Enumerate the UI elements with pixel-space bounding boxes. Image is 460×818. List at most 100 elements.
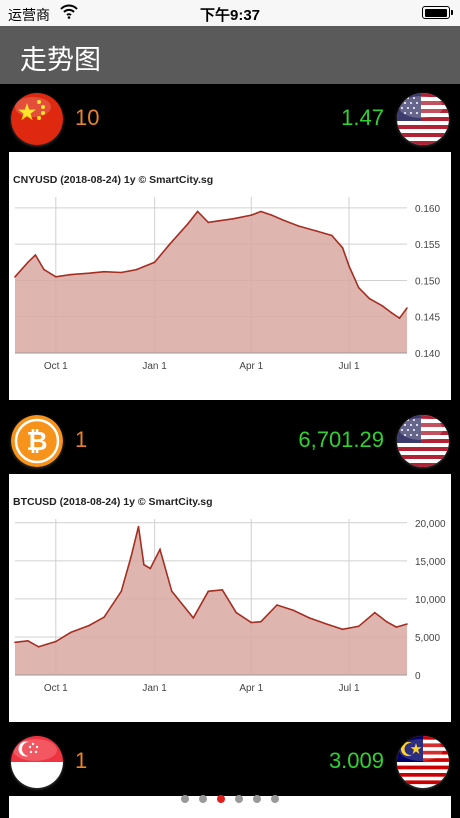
y-tick-label: 0.150 [415,276,440,287]
chart-title: CNYUSD (2018-08-24) 1y © SmartCity.sg [13,174,213,186]
data-point [232,217,234,220]
page-dot[interactable] [271,795,279,803]
wifi-icon [60,3,78,22]
exchange-rate-chart: BTCUSD (2018-08-24) 1y © SmartCity.sg 20,… [9,474,451,722]
page-dot[interactable] [235,795,243,803]
y-tick-label: 20,000 [415,519,446,530]
currency-pair-row[interactable]: ₿ 1 6,701.29 [0,408,460,474]
data-point [250,214,253,216]
data-point [398,317,401,319]
data-point [406,623,408,625]
data-point [103,270,105,273]
chart-svg: BTCUSD (2018-08-24) 1y © SmartCity.sg 20,… [13,496,446,694]
series-line [14,526,408,648]
page-dot[interactable] [253,795,261,803]
y-tick-label: 15,000 [415,557,446,568]
y-tick-label: 0.155 [415,240,440,251]
page-indicator[interactable] [0,790,460,803]
x-tick-label: Jul 1 [338,683,360,694]
data-point [187,223,189,225]
page-dot[interactable] [181,795,189,803]
converted-amount: 6,701.29 [298,427,384,452]
data-point [14,276,16,278]
data-point [235,611,238,614]
usa-flag-icon[interactable] [397,93,449,145]
data-point [341,246,344,249]
y-tick-label: 10,000 [415,595,446,606]
y-tick-label: 0.140 [415,349,440,360]
x-tick-label: Apr 1 [239,361,263,372]
data-point [70,273,72,276]
x-tick-label: Oct 1 [44,683,68,694]
data-point [391,312,393,314]
x-tick-label: Jul 1 [338,361,360,372]
malaysia-flag-icon[interactable] [397,736,449,788]
singapore-flag-icon[interactable] [11,736,63,788]
currency-pair-row[interactable]: 1 3.009 [0,729,460,795]
data-point [315,230,318,232]
page-dot[interactable] [199,795,207,803]
chart-title: BTCUSD (2018-08-24) 1y © SmartCity.sg [13,496,213,508]
x-tick-label: Jan 1 [142,361,167,372]
data-point [221,588,224,591]
data-point [34,254,37,256]
usa-flag-icon[interactable] [397,415,449,467]
x-tick-label: Oct 1 [44,361,68,372]
data-point [282,219,285,222]
data-point [135,268,138,271]
page-dot[interactable] [217,795,225,803]
currency-pair-row[interactable]: 10 1.47 [0,86,460,152]
data-point [292,609,294,612]
data-point [120,590,123,593]
base-amount[interactable]: 1 [75,427,88,452]
converted-amount: 1.47 [341,105,384,130]
data-point [385,620,388,623]
y-tick-label: 0 [415,671,421,682]
exchange-rate-chart [9,796,451,818]
data-point [192,617,195,619]
page-title: 走势图 [20,45,101,76]
data-point [341,628,344,631]
data-point [153,261,156,264]
battery-icon [422,6,453,19]
base-amount[interactable]: 1 [75,748,88,773]
data-point [357,625,360,628]
x-tick-label: Apr 1 [239,683,263,694]
data-point [250,621,253,624]
exchange-rate-chart: CNYUSD (2018-08-24) 1y © SmartCity.sg 0.1… [9,152,451,400]
data-point [168,243,171,245]
data-point [103,616,105,618]
data-point [325,623,328,625]
base-amount[interactable]: 10 [75,105,100,130]
bitcoin-icon[interactable]: ₿ [11,415,63,467]
data-point [171,590,173,593]
data-point [149,567,152,570]
data-point [207,221,210,224]
data-point [217,220,219,222]
data-point [143,563,145,566]
series-area [15,211,407,353]
data-point [348,265,350,267]
data-point [137,525,140,528]
data-point [14,641,16,644]
data-point [37,646,40,648]
data-point [70,631,72,634]
x-tick-label: Jan 1 [142,683,167,694]
series-line [14,210,408,320]
data-point [260,210,262,213]
data-point [260,620,262,623]
y-tick-label: 5,000 [415,633,440,644]
data-point [207,590,210,593]
data-point [357,286,360,289]
clock: 下午9:37 [199,7,261,24]
data-point [27,261,29,264]
data-point [270,214,273,216]
data-point [368,297,371,300]
navigation-bar: 走势图 [0,26,460,84]
data-point [331,234,333,237]
converted-amount: 3.009 [328,748,384,773]
data-point [276,604,278,606]
data-point [297,225,300,227]
series-area [15,526,407,675]
china-flag-icon[interactable] [11,93,63,145]
